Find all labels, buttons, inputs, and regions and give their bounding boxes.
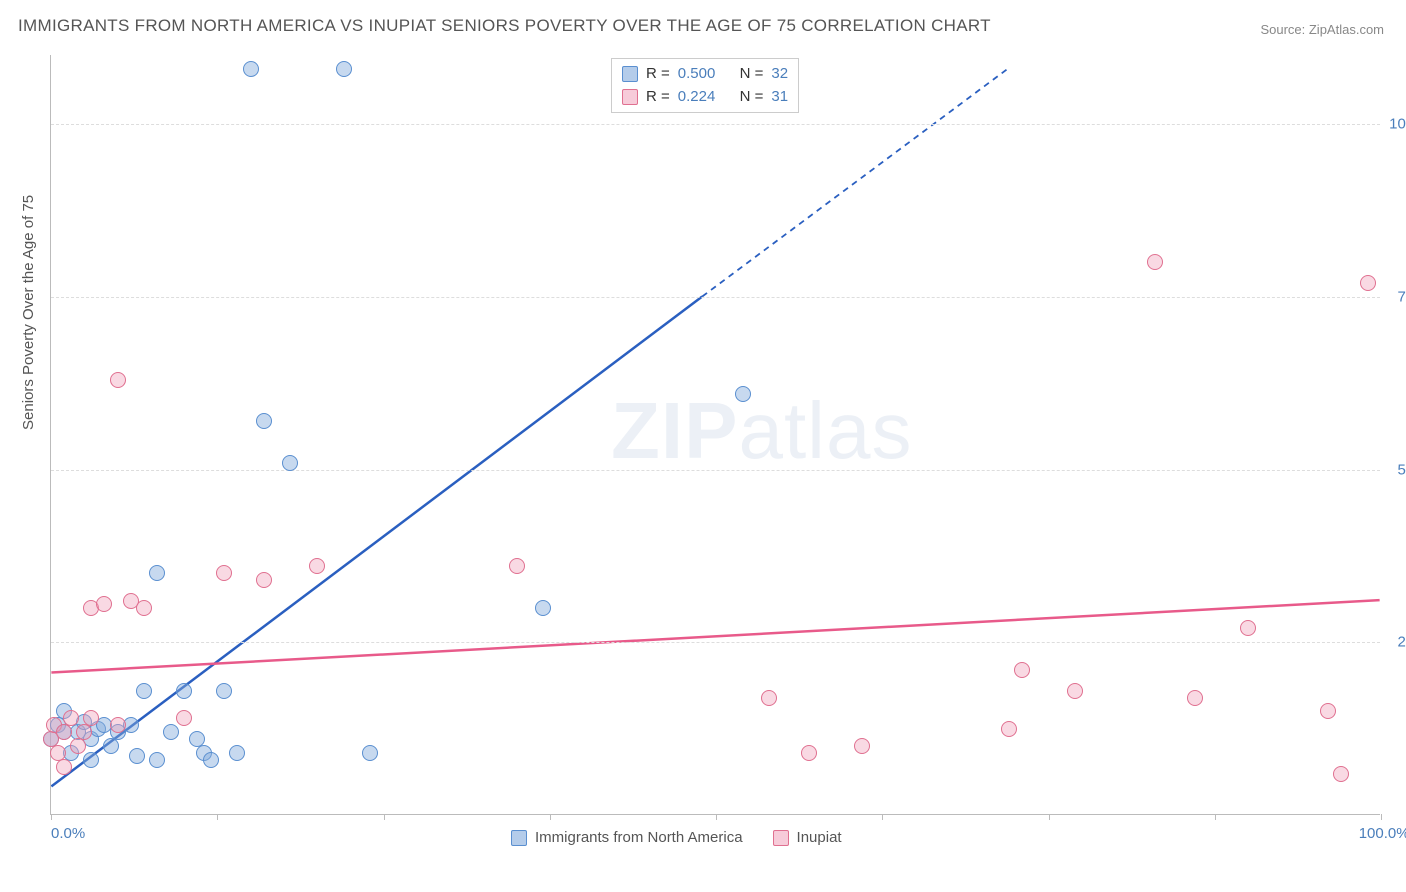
x-tick [217,814,218,820]
x-tick [882,814,883,820]
r-value: 0.224 [678,86,716,109]
data-point [1187,690,1203,706]
data-point [761,690,777,706]
r-value: 0.500 [678,63,716,86]
x-tick [1381,814,1382,820]
data-point [63,710,79,726]
x-tick [384,814,385,820]
data-point [535,600,551,616]
plot-area: ZIPatlas R = 0.500 N = 32 R = 0.224 N = … [50,55,1380,815]
data-point [1067,683,1083,699]
data-point [216,565,232,581]
x-tick [51,814,52,820]
data-point [56,724,72,740]
legend-label: Inupiat [797,829,842,846]
gridline [51,642,1380,643]
swatch-pink [622,89,638,105]
data-point [282,455,298,471]
data-point [362,745,378,761]
x-tick [1049,814,1050,820]
n-label: N = [740,63,764,86]
watermark: ZIPatlas [611,385,912,477]
x-tick-label: 0.0% [51,825,85,842]
swatch-blue [511,830,527,846]
data-point [1014,662,1030,678]
data-point [216,683,232,699]
data-point [56,759,72,775]
data-point [163,724,179,740]
r-label: R = [646,86,670,109]
data-point [83,710,99,726]
data-point [1360,275,1376,291]
data-point [83,752,99,768]
x-tick-label: 100.0% [1359,825,1406,842]
data-point [110,717,126,733]
legend-label: Immigrants from North America [535,829,743,846]
watermark-bold: ZIP [611,386,738,475]
data-point [176,710,192,726]
data-point [110,372,126,388]
data-point [801,745,817,761]
stat-legend: R = 0.500 N = 32 R = 0.224 N = 31 [611,58,799,113]
swatch-blue [622,66,638,82]
data-point [149,752,165,768]
n-value: 32 [771,63,788,86]
data-point [1320,703,1336,719]
gridline [51,297,1380,298]
swatch-pink [773,830,789,846]
gridline [51,470,1380,471]
stat-row: R = 0.224 N = 31 [622,86,788,109]
watermark-light: atlas [738,386,912,475]
data-point [256,413,272,429]
legend-item: Immigrants from North America [511,829,743,846]
data-point [149,565,165,581]
data-point [176,683,192,699]
data-point [76,724,92,740]
n-label: N = [740,86,764,109]
data-point [735,386,751,402]
data-point [243,61,259,77]
chart-title: IMMIGRANTS FROM NORTH AMERICA VS INUPIAT… [18,16,991,36]
x-tick [550,814,551,820]
data-point [854,738,870,754]
legend-item: Inupiat [773,829,842,846]
data-point [1240,620,1256,636]
data-point [129,748,145,764]
y-tick-label: 100.0% [1385,116,1406,133]
gridline [51,124,1380,125]
data-point [229,745,245,761]
data-point [96,596,112,612]
bottom-legend: Immigrants from North America Inupiat [511,829,842,846]
data-point [1147,254,1163,270]
data-point [70,738,86,754]
source-label: Source: ZipAtlas.com [1260,22,1384,37]
trend-lines [51,55,1380,814]
x-tick [716,814,717,820]
x-tick [1215,814,1216,820]
n-value: 31 [771,86,788,109]
data-point [103,738,119,754]
data-point [256,572,272,588]
data-point [136,683,152,699]
data-point [336,61,352,77]
y-axis-label: Seniors Poverty Over the Age of 75 [20,195,37,430]
data-point [136,600,152,616]
data-point [309,558,325,574]
data-point [1001,721,1017,737]
data-point [1333,766,1349,782]
r-label: R = [646,63,670,86]
stat-row: R = 0.500 N = 32 [622,63,788,86]
y-tick-label: 75.0% [1385,288,1406,305]
y-tick-label: 25.0% [1385,634,1406,651]
y-tick-label: 50.0% [1385,461,1406,478]
data-point [203,752,219,768]
data-point [509,558,525,574]
